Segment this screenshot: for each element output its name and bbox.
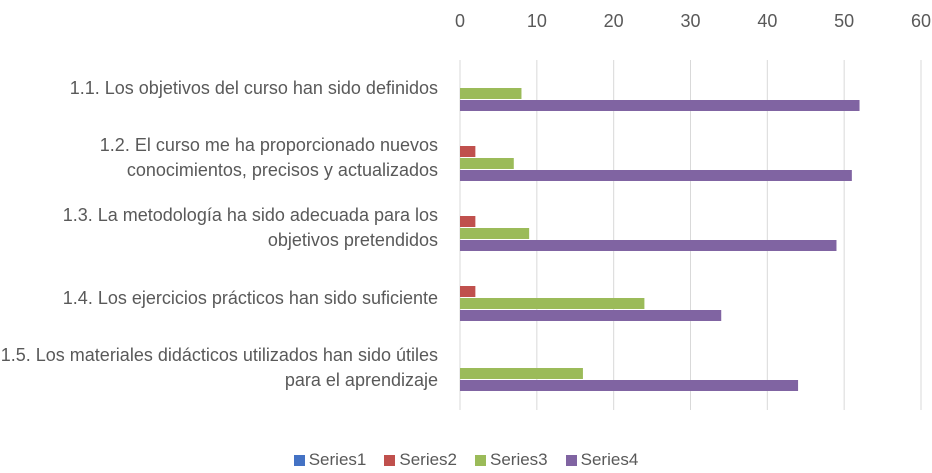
bar bbox=[460, 240, 837, 251]
legend-swatch bbox=[475, 454, 486, 466]
bar bbox=[460, 88, 522, 99]
legend-label: Series4 bbox=[580, 450, 639, 469]
legend-swatch bbox=[565, 454, 577, 466]
bar bbox=[460, 158, 514, 169]
category-label: 1.1. Los objetivos del curso han sido de… bbox=[69, 77, 438, 98]
bar bbox=[460, 146, 476, 157]
bar bbox=[460, 368, 583, 379]
category-label: 1.5. Los materiales didácticos utilizado… bbox=[0, 345, 438, 390]
bar bbox=[460, 228, 530, 239]
x-tick-label: 40 bbox=[757, 11, 777, 31]
legend-swatch bbox=[384, 454, 396, 466]
legend-item: Series1 bbox=[293, 450, 367, 470]
category-label: 1.3. La metodología ha sido adecuada par… bbox=[62, 205, 438, 250]
category-label: 1.2. El curso me ha proporcionado nuevos… bbox=[99, 135, 438, 180]
legend: Series1 Series2 Series3 Series4 bbox=[0, 450, 932, 470]
x-tick-label: 50 bbox=[834, 11, 854, 31]
bar bbox=[460, 100, 860, 111]
bar bbox=[460, 310, 722, 321]
x-tick-label: 20 bbox=[604, 11, 624, 31]
legend-item: Series3 bbox=[475, 450, 548, 470]
legend-label: Series2 bbox=[399, 450, 457, 469]
legend-item: Series2 bbox=[384, 450, 457, 470]
bar bbox=[460, 380, 799, 391]
legend-swatch bbox=[293, 454, 305, 466]
x-tick-label: 10 bbox=[527, 11, 547, 31]
bar bbox=[460, 216, 476, 227]
bar bbox=[460, 170, 852, 181]
bar bbox=[460, 286, 476, 297]
legend-label: Series1 bbox=[308, 450, 367, 469]
legend-label: Series3 bbox=[490, 450, 548, 469]
x-tick-label: 60 bbox=[911, 11, 931, 31]
bar bbox=[460, 298, 645, 309]
x-tick-label: 30 bbox=[680, 11, 700, 31]
category-label: 1.4. Los ejercicios prácticos han sido s… bbox=[62, 287, 438, 308]
legend-item: Series4 bbox=[565, 450, 639, 470]
x-tick-label: 0 bbox=[455, 11, 465, 31]
